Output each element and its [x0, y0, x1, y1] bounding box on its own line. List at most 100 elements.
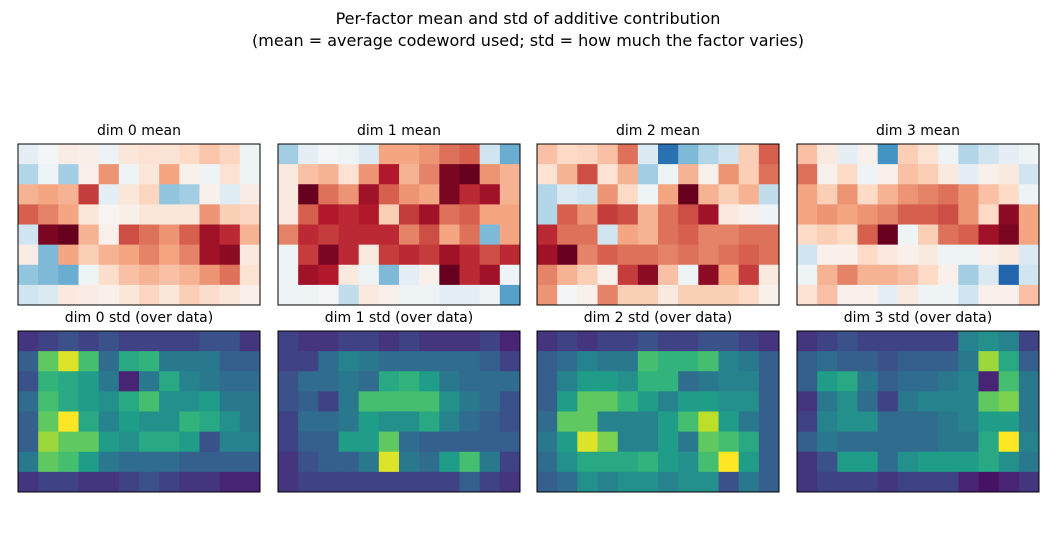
heatmap-cell — [637, 371, 659, 392]
heatmap-cell — [479, 144, 501, 165]
heatmap-cell — [897, 371, 919, 392]
heatmap-cell — [817, 264, 838, 286]
heatmap-cell — [179, 431, 200, 453]
heatmap-cell — [278, 371, 299, 392]
heatmap-cell — [139, 351, 160, 372]
heatmap-cell — [758, 471, 780, 493]
heatmap-cell — [877, 224, 899, 246]
heatmap-cell — [958, 451, 979, 473]
heatmap-cell — [597, 144, 619, 165]
heatmap-cell — [658, 204, 679, 225]
heatmap-cell — [597, 184, 619, 205]
heatmap-cell — [958, 331, 979, 352]
heatmap-cell — [658, 264, 679, 286]
heatmap-cell — [797, 371, 818, 392]
heatmap-cell — [378, 451, 400, 473]
heatmap-cell — [557, 411, 578, 433]
heatmap-cell — [278, 351, 299, 372]
heatmap-cell — [1018, 184, 1040, 205]
heatmap-cell — [318, 264, 339, 286]
heatmap-cell — [18, 351, 39, 372]
heatmap-cell — [159, 431, 180, 453]
heatmap-cell — [338, 371, 360, 392]
heatmap-cell — [938, 351, 959, 372]
heatmap-cell — [537, 331, 558, 352]
heatmap-cell — [938, 184, 959, 205]
heatmap-cell — [179, 224, 200, 246]
heatmap-cell — [118, 371, 140, 392]
panel-frame — [796, 143, 1040, 306]
heatmap-cell — [718, 431, 740, 453]
panel-frame — [277, 143, 521, 306]
heatmap-cell — [998, 184, 1020, 205]
heatmap-cell — [678, 144, 699, 165]
heatmap-cell — [499, 184, 521, 205]
heatmap-cell — [18, 224, 39, 246]
heatmap-cell — [1018, 331, 1040, 352]
heatmap-cell — [837, 471, 858, 493]
heatmap-cell — [378, 371, 400, 392]
heatmap-cell — [179, 391, 200, 412]
heatmap-cell — [439, 411, 460, 433]
heatmap-cell — [698, 184, 719, 205]
heatmap-cell — [617, 224, 639, 246]
heatmap-cell — [758, 204, 780, 225]
heatmap-cell — [938, 264, 959, 286]
heatmap-cell — [998, 204, 1020, 225]
heatmap-cell — [857, 184, 879, 205]
heatmap-cell — [419, 351, 440, 372]
heatmap-cell — [978, 284, 1000, 306]
heatmap-cell — [439, 331, 460, 352]
heatmap-cell — [18, 164, 39, 185]
heatmap-cell — [837, 371, 858, 392]
heatmap-cell — [857, 331, 879, 352]
heatmap-cell — [958, 244, 979, 266]
heatmap-cell — [797, 411, 818, 433]
heatmap-cell — [837, 164, 858, 185]
heatmap-cell — [219, 391, 241, 412]
heatmap-cell — [758, 224, 780, 246]
heatmap-cell — [897, 164, 919, 185]
heatmap-cell — [358, 391, 380, 412]
heatmap-cell — [577, 284, 598, 306]
heatmap-cell — [459, 351, 481, 372]
heatmap-cell — [897, 411, 919, 433]
heatmap-cell — [597, 351, 619, 372]
heatmap-cell — [139, 164, 160, 185]
heatmap-cell — [837, 391, 858, 412]
heatmap-cell — [378, 164, 400, 185]
heatmap-cell — [877, 164, 899, 185]
heatmap-cell — [557, 144, 578, 165]
heatmap-cell — [139, 224, 160, 246]
heatmap-cell — [577, 144, 598, 165]
heatmap-cell — [139, 284, 160, 306]
heatmap-cell — [479, 351, 501, 372]
heatmap-cell — [338, 204, 360, 225]
heatmap-cell — [718, 184, 740, 205]
heatmap-cell — [439, 431, 460, 453]
heatmap-cell — [38, 284, 59, 306]
heatmap-cell — [758, 284, 780, 306]
heatmap-cell — [499, 224, 521, 246]
heatmap-cell — [557, 204, 578, 225]
heatmap-cell — [219, 244, 241, 266]
heatmap-cell — [678, 471, 699, 493]
heatmap-cell — [358, 411, 380, 433]
heatmap-cell — [758, 351, 780, 372]
heatmap-cell — [378, 284, 400, 306]
heatmap-cell — [637, 431, 659, 453]
heatmap-cell — [958, 371, 979, 392]
heatmap-cell — [419, 244, 440, 266]
heatmap-cell — [877, 411, 899, 433]
heatmap-cell — [817, 224, 838, 246]
heatmap-cell — [199, 164, 221, 185]
heatmap-cell — [637, 144, 659, 165]
heatmap-cell — [617, 144, 639, 165]
heatmap-cell — [18, 371, 39, 392]
heatmap-cell — [1018, 371, 1040, 392]
heatmap-cell — [419, 164, 440, 185]
heatmap-cell — [918, 284, 939, 306]
heatmap-cell — [419, 224, 440, 246]
heatmap-cell — [698, 164, 719, 185]
heatmap-cell — [219, 471, 241, 493]
